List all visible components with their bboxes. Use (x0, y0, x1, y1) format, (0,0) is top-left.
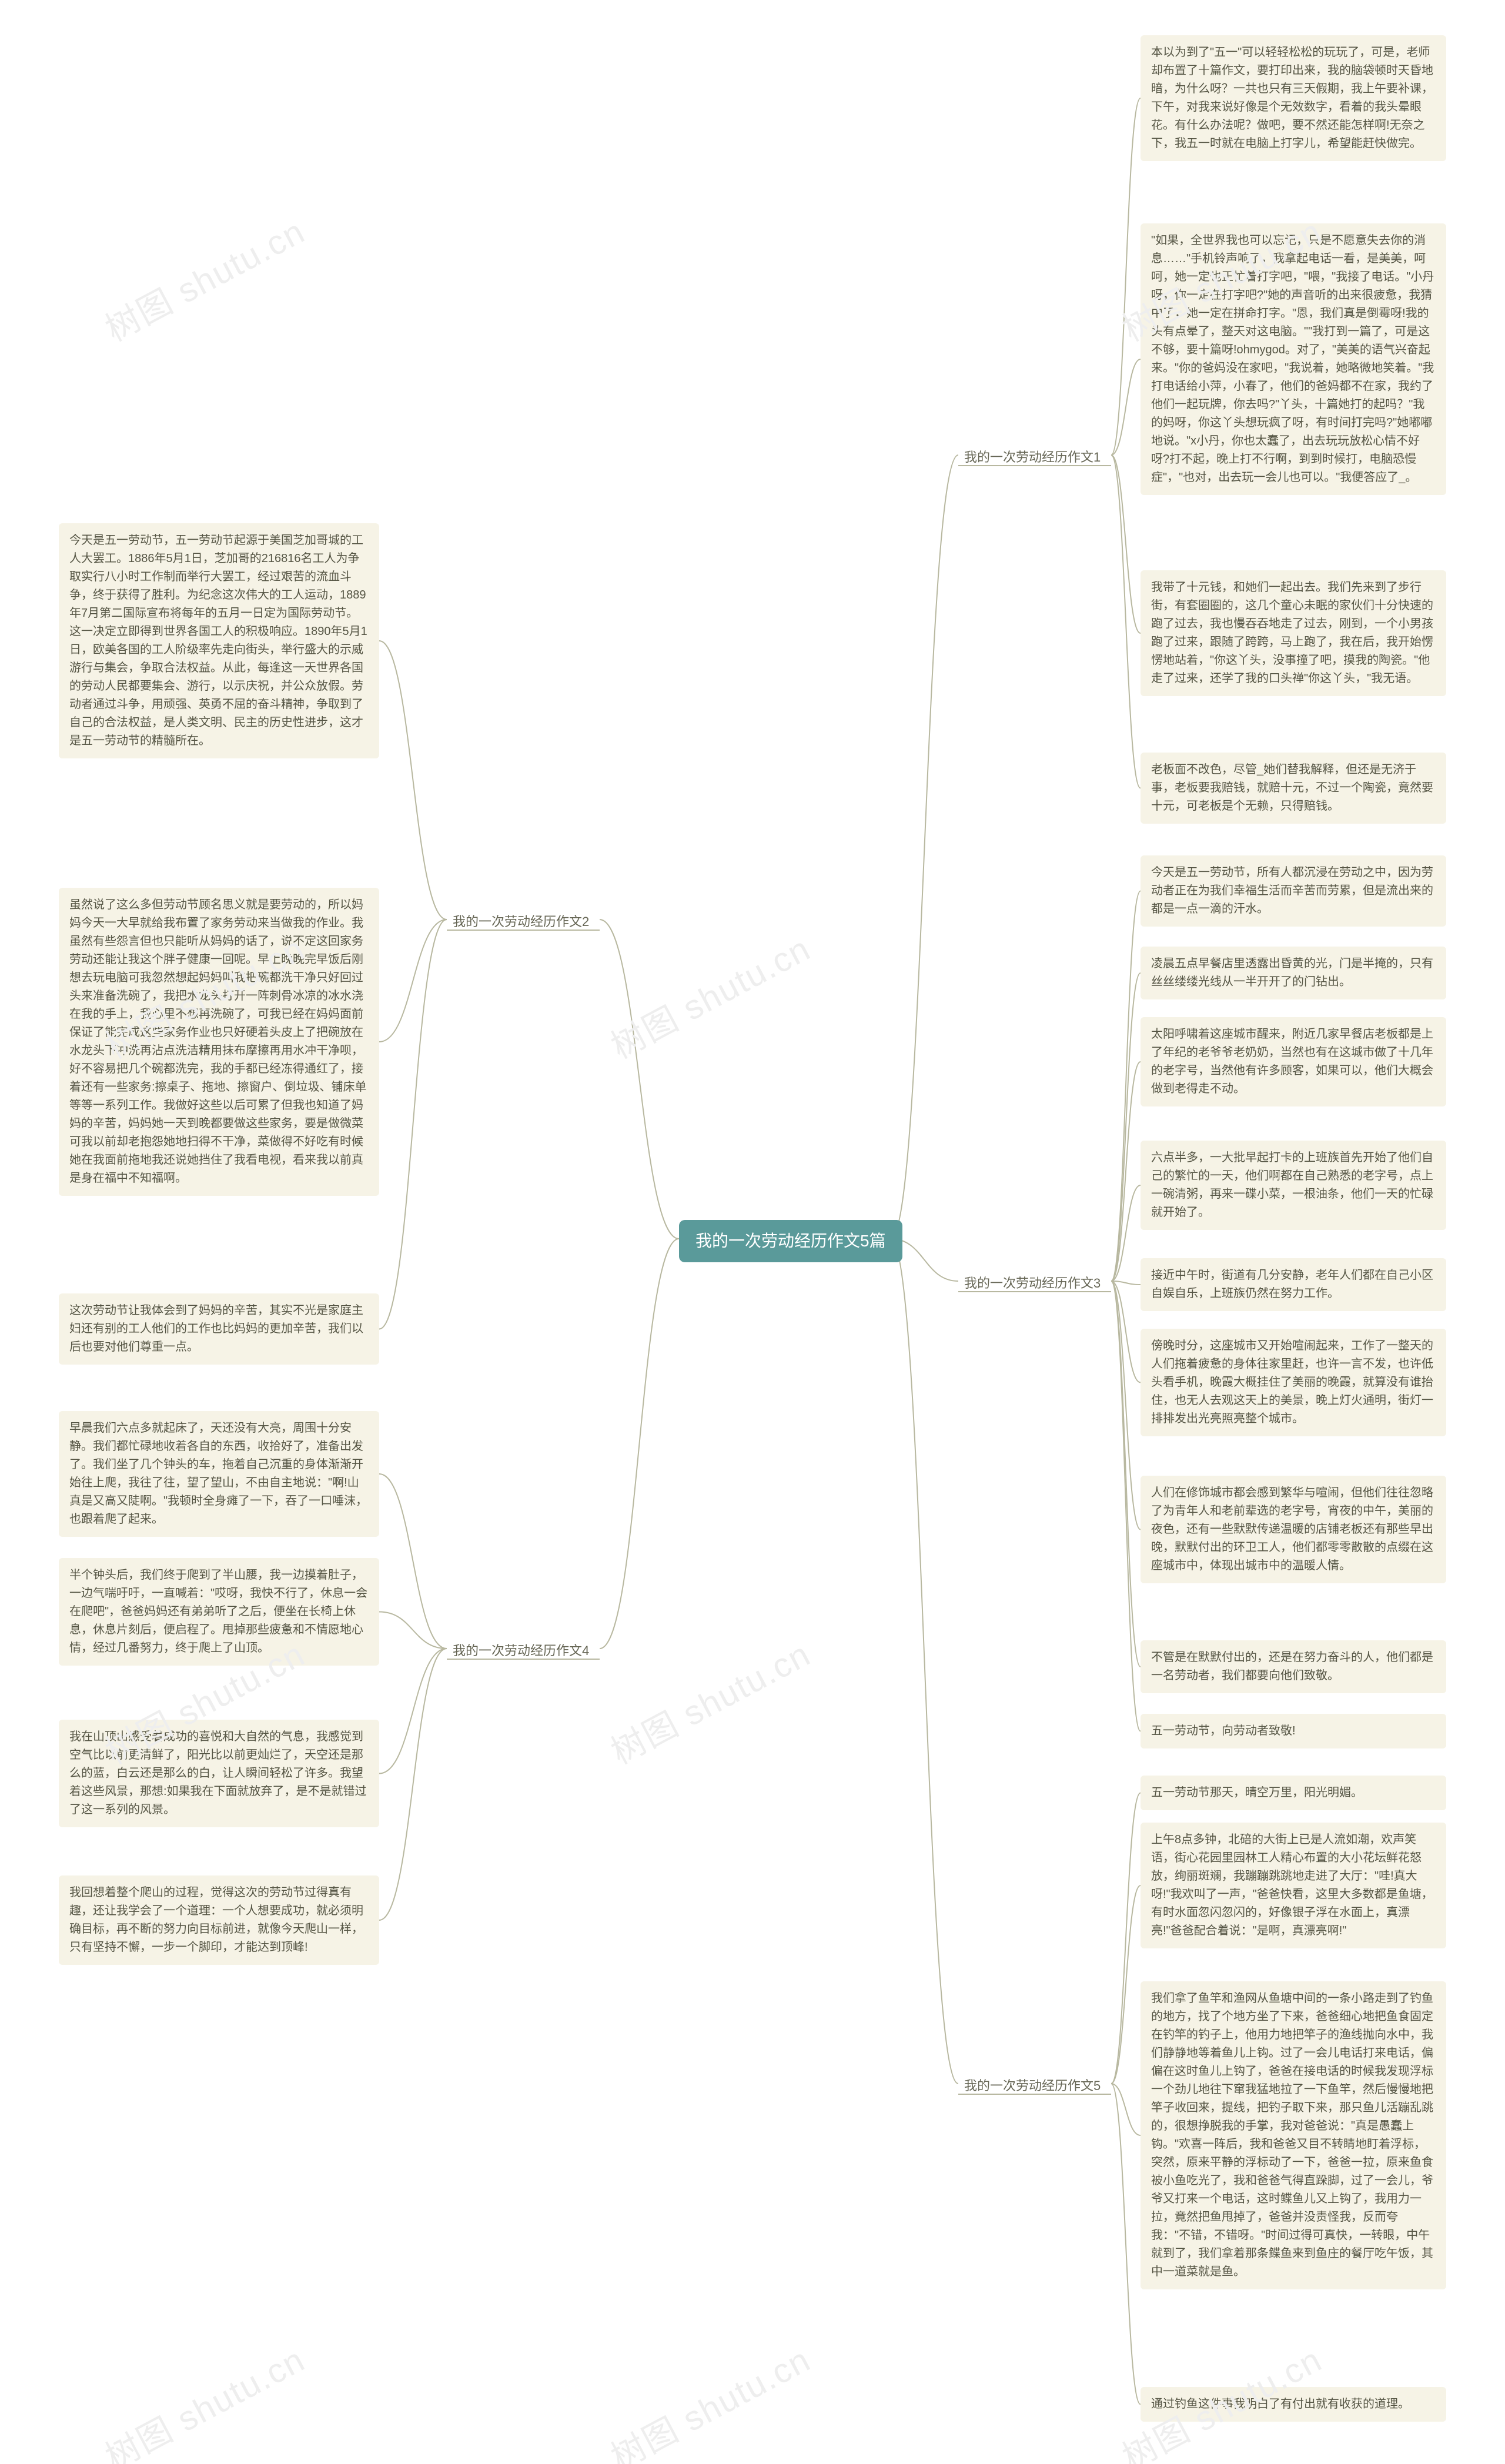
watermark: 树图 shutu.cn (601, 1627, 818, 1773)
leaf-node: 虽然说了这么多但劳动节顾名思义就是要劳动的，所以妈妈今天一大早就给我布置了家务劳… (59, 888, 379, 1196)
branch-label: 我的一次劳动经历作文1 (964, 447, 1101, 466)
branch-label: 我的一次劳动经历作文5 (964, 2075, 1101, 2094)
leaf-node: 今天是五一劳动节，所有人都沉浸在劳动之中，因为劳动者正在为我们幸福生活而辛苦而劳… (1141, 855, 1446, 927)
leaf-node: 早晨我们六点多就起床了，天还没有大亮，周围十分安静。我们都忙碌地收着各自的东西，… (59, 1411, 379, 1537)
leaf-node: "如果，全世界我也可以忘记，只是不愿意失去你的消息……"手机铃声响了，我拿起电话… (1141, 223, 1446, 495)
leaf-node: 半个钟头后，我们终于爬到了半山腰，我一边摸着肚子，一边气喘吁吁，一直喊着："哎呀… (59, 1558, 379, 1666)
leaf-node: 六点半多，一大批早起打卡的上班族首先开始了他们自己的繁忙的一天，他们啊都在自己熟… (1141, 1141, 1446, 1230)
leaf-node: 我们拿了鱼竿和渔网从鱼塘中间的一条小路走到了钓鱼的地方，找了个地方坐了下来，爸爸… (1141, 1981, 1446, 2289)
leaf-node: 太阳呼啸着这座城市醒来，附近几家早餐店老板都是上了年纪的老爷爷老奶奶，当然也有在… (1141, 1017, 1446, 1106)
leaf-node: 我回想着整个爬山的过程，觉得这次的劳动节过得真有趣，还让我学会了一个道理：一个人… (59, 1875, 379, 1965)
leaf-node: 接近中午时，街道有几分安静，老年人们都在自己小区自娱自乐，上班族仍然在努力工作。 (1141, 1258, 1446, 1311)
branch-label: 我的一次劳动经历作文3 (964, 1273, 1101, 1292)
leaf-node: 上午8点多钟，北碚的大街上已是人流如潮，欢声笑语，街心花园里园林工人精心布置的大… (1141, 1823, 1446, 1948)
leaf-node: 人们在修饰城市都会感到繁华与喧闹，但他们往往忽略了为青年人和老前辈选的老字号，宵… (1141, 1476, 1446, 1583)
watermark: 树图 shutu.cn (601, 2332, 818, 2464)
leaf-node: 通过钓鱼这件事我明白了有付出就有收获的道理。 (1141, 2387, 1446, 2422)
leaf-node: 五一劳动节那天，晴空万里，阳光明媚。 (1141, 1776, 1446, 1810)
leaf-node: 我带了十元钱，和她们一起出去。我们先来到了步行街，有套圈圈的，这几个童心未眠的家… (1141, 570, 1446, 696)
branch-label: 我的一次劳动经历作文2 (453, 911, 589, 930)
leaf-node: 今天是五一劳动节，五一劳动节起源于美国芝加哥城的工人大罢工。1886年5月1日，… (59, 523, 379, 758)
leaf-node: 老板面不改色，尽管_她们替我解释，但还是无济于事，老板要我赔钱，就赔十元，不过一… (1141, 753, 1446, 824)
leaf-node: 这次劳动节让我体会到了妈妈的辛苦，其实不光是家庭主妇还有别的工人他们的工作也比妈… (59, 1293, 379, 1365)
leaf-node: 我在山顶山感受着成功的喜悦和大自然的气息，我感觉到空气比以前更清鲜了，阳光比以前… (59, 1720, 379, 1827)
leaf-node: 本以为到了"五一"可以轻轻松松的玩玩了，可是，老师却布置了十篇作文，要打印出来，… (1141, 35, 1446, 161)
leaf-node: 不管是在默默付出的，还是在努力奋斗的人，他们都是一名劳动者，我们都要向他们致敬。 (1141, 1640, 1446, 1693)
watermark: 树图 shutu.cn (95, 204, 312, 350)
branch-label: 我的一次劳动经历作文4 (453, 1640, 589, 1659)
watermark: 树图 shutu.cn (95, 2332, 312, 2464)
leaf-node: 傍晚时分，这座城市又开始喧闹起来，工作了一整天的人们拖着疲惫的身体往家里赶，也许… (1141, 1329, 1446, 1436)
leaf-node: 五一劳动节，向劳动者致敬! (1141, 1714, 1446, 1748)
leaf-node: 凌晨五点早餐店里透露出昏黄的光，门是半掩的，只有丝丝缕缕光线从一半开开了的门钻出… (1141, 947, 1446, 999)
center-node: 我的一次劳动经历作文5篇 (679, 1220, 902, 1262)
watermark: 树图 shutu.cn (601, 921, 818, 1068)
